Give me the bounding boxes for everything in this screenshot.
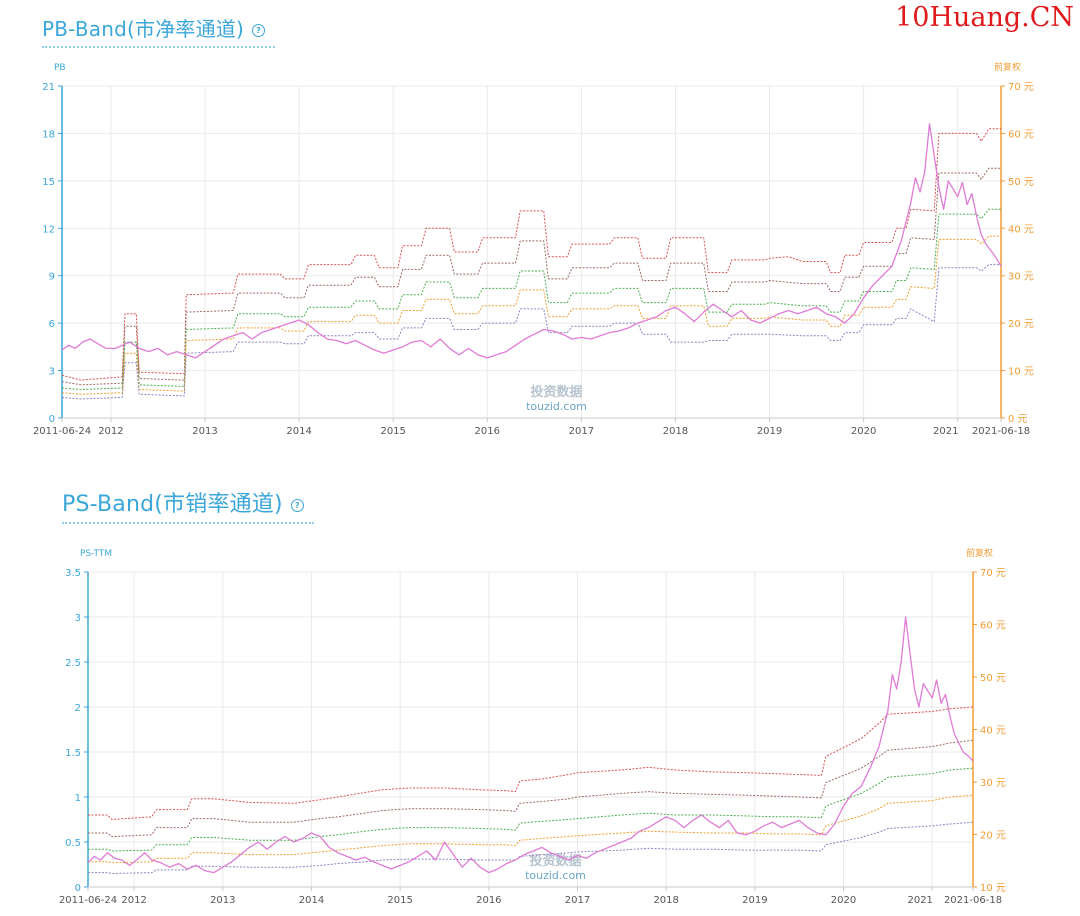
left-tick-label: 2 — [75, 703, 81, 714]
x-tick-label: 2016 — [475, 426, 500, 437]
x-tick-label: 2014 — [286, 426, 311, 437]
left-tick-label: 3.5 — [65, 568, 81, 579]
left-tick-label: 18 — [42, 129, 55, 140]
left-tick-label: 0 — [75, 883, 81, 894]
left-tick-label: 2.5 — [65, 658, 81, 669]
right-tick-label: 20 元 — [980, 831, 1006, 842]
x-tick-label: 2021-06-18 — [944, 895, 1002, 906]
band-series-line — [61, 167, 1001, 386]
x-tick-label: 2019 — [757, 426, 782, 437]
x-tick-label: 2013 — [210, 895, 235, 906]
title-underline — [42, 46, 276, 48]
x-tick-label: 2011-06-24 — [33, 426, 91, 437]
left-tick-label: 21 — [42, 82, 55, 93]
ps-band-title-text: PS-Band(市销率通道) — [62, 492, 283, 517]
right-tick-label: 40 元 — [1008, 224, 1034, 235]
band-series-line — [61, 235, 1001, 395]
ps-band-chart: 0 0.5 1 1.5 2 2.5 3 3.5 10 元 20 元 30 元 40 元 50 元 60 元… — [59, 547, 1006, 906]
band-series-line — [61, 208, 1001, 390]
pb-band-title-text: PB-Band(市净率通道) — [42, 17, 245, 41]
price-series-line — [61, 123, 1002, 359]
x-tick-label: 2014 — [299, 895, 324, 906]
left-axis-label: PB — [54, 63, 66, 73]
pb-band-chart: 0 3 6 9 12 15 18 21 0 元 10 元 20 元 30 元 40 元 50 元 60 元 7… — [33, 61, 1034, 437]
x-tick-label: 2013 — [192, 426, 217, 437]
right-tick-label: 40 元 — [980, 726, 1006, 737]
price-series-line — [87, 616, 974, 874]
watermark-cn: 投资数据 — [529, 853, 581, 869]
x-tick-label: 2012 — [98, 426, 123, 437]
right-tick-label: 50 元 — [980, 673, 1006, 684]
band-series-line — [88, 767, 974, 852]
ps-band-title: PS-Band(市销率通道)? — [62, 486, 314, 524]
right-tick-label: 60 元 — [1008, 129, 1034, 140]
right-tick-label: 70 元 — [980, 568, 1006, 579]
band-series-line — [61, 264, 1001, 400]
left-tick-label: 6 — [49, 319, 55, 330]
left-tick-label: 1.5 — [65, 748, 81, 759]
pb-band-title: PB-Band(市净率通道)? — [42, 13, 276, 48]
right-axis-label: 前复权 — [966, 547, 993, 559]
x-tick-label: 2019 — [742, 895, 767, 906]
left-tick-label: 9 — [49, 272, 55, 283]
x-tick-label: 2015 — [380, 426, 405, 437]
x-tick-label: 2018 — [663, 426, 688, 437]
watermark-cn: 投资数据 — [530, 384, 582, 400]
left-tick-label: 0.5 — [65, 838, 81, 849]
brand-logo: 10Huang.CN — [895, 2, 1074, 33]
right-tick-label: 30 元 — [1008, 272, 1034, 283]
band-series-line — [88, 739, 974, 838]
x-tick-label: 2017 — [569, 426, 594, 437]
watermark-en: touzid.com — [525, 869, 586, 882]
title-underline — [62, 522, 314, 524]
x-tick-label: 2016 — [476, 895, 501, 906]
x-tick-label: 2018 — [653, 895, 678, 906]
left-tick-label: 3 — [49, 367, 55, 378]
right-tick-label: 50 元 — [1008, 177, 1034, 188]
x-tick-label: 2012 — [121, 895, 146, 906]
question-circle-icon[interactable]: ? — [252, 24, 266, 37]
left-tick-label: 1 — [75, 793, 81, 804]
x-tick-label: 2020 — [851, 426, 876, 437]
right-tick-label: 70 元 — [1008, 82, 1034, 93]
left-axis-label: PS-TTM — [80, 549, 112, 559]
band-series-line — [88, 706, 974, 820]
right-tick-label: 0 元 — [1008, 414, 1028, 425]
x-tick-label: 2021 — [907, 895, 932, 906]
right-tick-label: 10 元 — [980, 883, 1006, 894]
question-circle-icon[interactable]: ? — [290, 498, 304, 512]
x-tick-label: 2021 — [933, 426, 958, 437]
right-tick-label: 10 元 — [1008, 367, 1034, 378]
left-tick-label: 3 — [75, 613, 81, 624]
right-tick-label: 60 元 — [980, 621, 1006, 632]
left-tick-label: 12 — [42, 224, 55, 235]
x-tick-label: 2011-06-24 — [59, 895, 117, 906]
x-tick-label: 2017 — [565, 895, 590, 906]
x-tick-label: 2015 — [387, 895, 412, 906]
left-tick-label: 0 — [49, 414, 55, 425]
right-axis-label: 前复权 — [994, 61, 1021, 73]
left-tick-label: 15 — [42, 177, 55, 188]
x-tick-label: 2020 — [831, 895, 856, 906]
x-tick-label: 2021-06-18 — [972, 426, 1030, 437]
watermark-en: touzid.com — [526, 400, 587, 413]
band-series-line — [61, 128, 1001, 381]
band-series-line — [88, 794, 974, 864]
right-tick-label: 30 元 — [980, 778, 1006, 789]
right-tick-label: 20 元 — [1008, 319, 1034, 330]
